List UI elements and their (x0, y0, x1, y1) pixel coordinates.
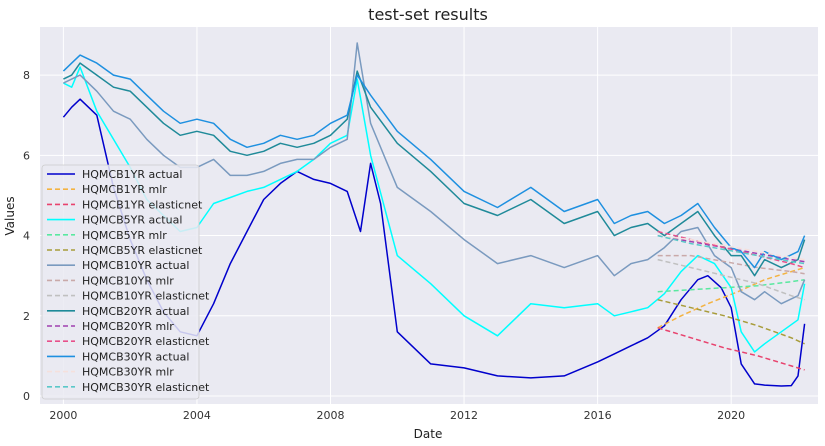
legend-entry: HQMCB5YR elasticnet (82, 244, 203, 257)
legend-entry: HQMCB10YR elasticnet (82, 290, 210, 303)
x-tick-label: 2020 (717, 409, 745, 422)
series-line-13 (62, 54, 806, 269)
legend-entry: HQMCB10YR actual (82, 259, 189, 272)
legend-entry: HQMCB30YR elasticnet (82, 381, 210, 394)
series-line-11 (657, 234, 805, 263)
y-tick-label: 2 (23, 310, 30, 323)
legend-entry: HQMCB30YR actual (82, 350, 189, 363)
x-tick-label: 2000 (49, 409, 77, 422)
legend-entry: HQMCB20YR mlr (82, 320, 174, 333)
series-line-8 (657, 254, 805, 275)
legend-entry: HQMCB1YR mlr (82, 183, 167, 196)
series-line-15 (657, 234, 805, 265)
legend: HQMCB1YR actual HQMCB1YR mlr HQMCB1YR elas… (41, 164, 210, 400)
legend-entry: HQMCB30YR mlr (82, 366, 174, 379)
series-line-7 (63, 42, 806, 305)
series-layer (62, 42, 806, 387)
legend-entry: HQMCB1YR actual (82, 168, 182, 181)
y-tick-label: 6 (23, 149, 30, 162)
x-tick-label: 2008 (316, 409, 344, 422)
legend-entry: HQMCB20YR actual (82, 305, 189, 318)
y-axis-label: Values (3, 196, 17, 235)
series-line-10 (63, 62, 806, 277)
x-tick-label: 2016 (584, 409, 612, 422)
y-tick-label: 0 (23, 390, 30, 403)
ticks: 2000 2004 2008 2012 2016 2020 0 2 4 6 8 (23, 69, 745, 422)
legend-box (41, 164, 200, 400)
x-axis-label: Date (414, 427, 443, 441)
chart-title: test-set results (368, 5, 488, 24)
series-line-6 (657, 298, 805, 345)
legend-entry: HQMCB5YR actual (82, 214, 182, 227)
y-tick-label: 8 (23, 69, 30, 82)
x-tick-label: 2004 (183, 409, 211, 422)
series-line-14 (657, 234, 805, 261)
series-line-9 (657, 258, 805, 301)
y-tick-label: 4 (23, 230, 30, 243)
legend-entry: HQMCB1YR elasticnet (82, 198, 203, 211)
legend-entry: HQMCB20YR elasticnet (82, 335, 210, 348)
series-line-2 (657, 266, 805, 329)
legend-entry: HQMCB10YR mlr (82, 274, 174, 287)
x-tick-label: 2012 (450, 409, 478, 422)
series-line-5 (657, 278, 805, 293)
legend-entry: HQMCB5YR mlr (82, 229, 167, 242)
